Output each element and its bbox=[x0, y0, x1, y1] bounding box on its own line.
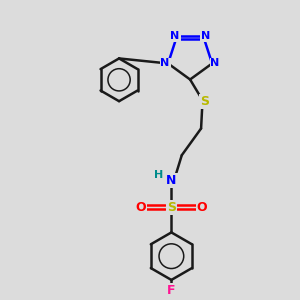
Text: O: O bbox=[136, 201, 146, 214]
Text: N: N bbox=[170, 31, 180, 41]
Text: N: N bbox=[211, 58, 220, 68]
Text: S: S bbox=[167, 201, 176, 214]
Text: H: H bbox=[154, 170, 164, 180]
Text: F: F bbox=[167, 284, 176, 297]
Text: S: S bbox=[200, 95, 209, 108]
Text: O: O bbox=[197, 201, 207, 214]
Text: N: N bbox=[166, 174, 177, 187]
Text: N: N bbox=[160, 58, 170, 68]
Text: N: N bbox=[201, 31, 210, 41]
